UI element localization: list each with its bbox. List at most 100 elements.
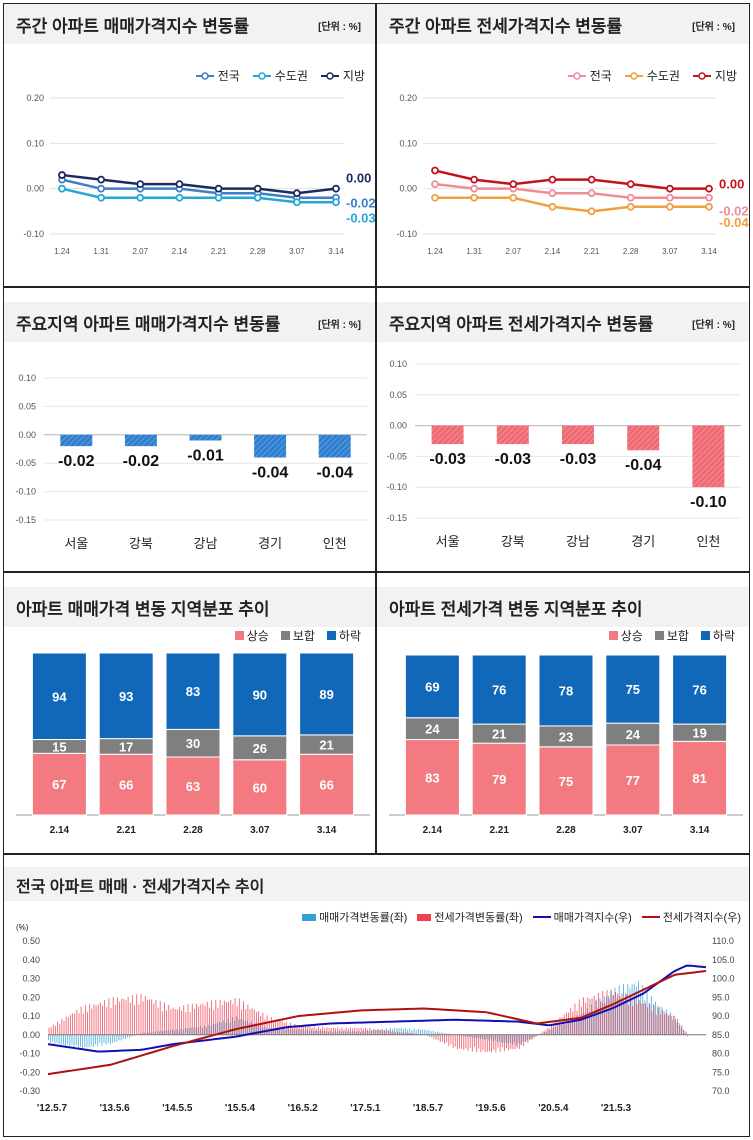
rate-bar [396, 1028, 398, 1035]
rate-bar [473, 1034, 475, 1038]
rate-bar [108, 998, 110, 1035]
segment-value-label: 60 [253, 780, 267, 795]
rate-bar [553, 1025, 555, 1035]
rate-bar [526, 1034, 528, 1041]
y-left-tick-label: -0.10 [19, 1049, 40, 1059]
rate-bar [630, 995, 631, 1035]
rate-bar [249, 1009, 251, 1035]
rate-bar [370, 1030, 372, 1035]
rate-bar [171, 1029, 173, 1035]
data-point [665, 202, 674, 211]
rate-bar [180, 1028, 182, 1035]
rate-bar [646, 989, 648, 1035]
rate-bar [259, 1024, 261, 1035]
rate-bar [355, 1031, 357, 1035]
rate-bar [109, 1034, 111, 1044]
rate-bar [604, 1003, 606, 1035]
rate-bar [90, 1034, 92, 1046]
rate-bar [484, 1034, 486, 1053]
series-line [61, 173, 337, 195]
rate-bar [80, 1034, 81, 1047]
rate-bar [446, 1034, 448, 1043]
rate-bar [480, 1034, 482, 1053]
rate-bar [125, 1000, 127, 1035]
rate-bar [104, 1000, 106, 1035]
x-category-label: 2.21 [116, 825, 136, 836]
rate-bar [550, 1029, 552, 1035]
rate-bar [667, 1016, 669, 1035]
bar-chart: 0.10 0.05 0.00 -0.05 -0.10 -0.15 -0.02 서울 -0.02 강… [15, 373, 367, 551]
rate-bar [302, 1029, 304, 1035]
rate-bar [606, 989, 608, 1035]
rate-bar [638, 1000, 640, 1035]
rate-bar [514, 1034, 516, 1050]
bar-value-label: -0.04 [625, 457, 662, 474]
rate-bar [452, 1034, 454, 1049]
rate-bar [54, 1034, 56, 1044]
rate-bar [349, 1031, 351, 1035]
rate-bar [201, 1028, 203, 1035]
rate-bar [84, 1034, 86, 1048]
rate-bar [419, 1029, 421, 1035]
data-point [214, 193, 223, 202]
legend-label: 수도권 [274, 69, 308, 83]
rate-bar [445, 1033, 447, 1035]
segment-value-label: 30 [186, 736, 200, 751]
rate-bar [268, 1020, 270, 1035]
rate-bar [516, 1034, 518, 1046]
rate-bar [142, 1033, 143, 1035]
rate-bar [516, 1034, 518, 1048]
rate-bar [464, 1034, 466, 1037]
rate-bar [422, 1029, 424, 1035]
rate-bar [337, 1027, 339, 1035]
rate-bar [251, 1021, 252, 1035]
x-tick-label: '19.5.6 [476, 1103, 507, 1114]
legend-swatch [326, 631, 336, 640]
rate-bar [221, 1004, 223, 1035]
x-tick-label: '21.5.3 [601, 1103, 632, 1114]
rate-bar [650, 995, 652, 1035]
rate-bar [561, 1017, 563, 1035]
rate-bar [360, 1027, 362, 1035]
rate-bar [567, 1019, 569, 1035]
x-category-label: 3.14 [690, 825, 710, 836]
rate-bar [653, 1005, 655, 1035]
rate-bar [461, 1034, 463, 1049]
rate-bar [216, 1022, 218, 1035]
segment-value-label: 24 [425, 722, 440, 737]
legend-label: 전세가격변동률(좌) [434, 912, 523, 924]
rate-bar [529, 1034, 531, 1040]
rate-bar [662, 1010, 664, 1035]
rate-bar [678, 1022, 680, 1035]
y-tick-label: 0.00 [26, 184, 44, 194]
rate-bar [571, 1017, 573, 1035]
legend-swatch [608, 631, 618, 640]
segment-value-label: 90 [253, 687, 267, 702]
y-left-tick-label: 0.20 [22, 992, 40, 1002]
data-point [509, 193, 518, 202]
x-tick-label: 2.28 [623, 247, 639, 256]
rate-bar [463, 1034, 465, 1050]
rate-bar [134, 1005, 136, 1035]
rate-bar [576, 1015, 577, 1035]
rate-bar [405, 1028, 406, 1035]
stack-segment [31, 752, 87, 816]
rate-bar [152, 1031, 154, 1035]
rate-bar [67, 1034, 69, 1045]
rate-bar [424, 1029, 426, 1035]
rate-bar [573, 1019, 575, 1035]
rate-bar [407, 1032, 409, 1035]
rate-bar [206, 1027, 208, 1035]
y-tick-label: 0.20 [26, 93, 44, 103]
data-point [548, 189, 557, 198]
rate-bar [65, 1034, 67, 1046]
rate-bar [80, 1006, 82, 1035]
rate-bar [313, 1026, 315, 1035]
rate-bar [206, 1001, 208, 1035]
rate-bar [293, 1029, 295, 1035]
stack-segment [471, 654, 527, 725]
rate-bar [197, 1027, 199, 1035]
stacked-bar-chart: 83 24 69 2.14 79 21 76 2.21 75 23 78 2.28 77 24 75 3.07… [389, 654, 743, 836]
rate-bar [375, 1029, 376, 1035]
rate-bar [659, 1006, 661, 1035]
